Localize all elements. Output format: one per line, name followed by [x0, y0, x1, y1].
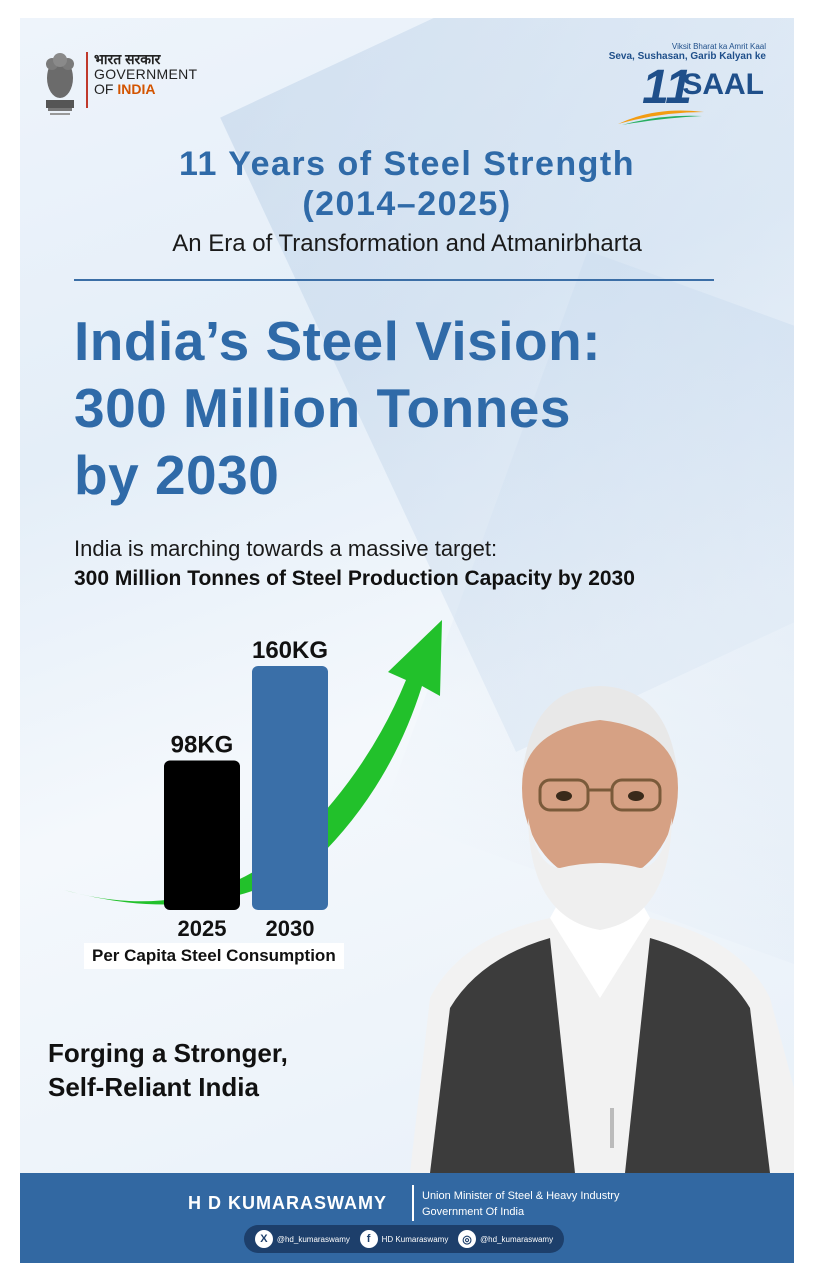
goi-india-text: INDIA	[117, 81, 156, 97]
goi-government-text: GOVERNMENT	[94, 66, 198, 82]
growth-arrow-icon	[64, 620, 442, 905]
tagline-line-2: Self-Reliant India	[48, 1072, 259, 1102]
headline-line-3: by 2030	[74, 444, 280, 506]
tagline: Forging a Stronger, Self-Reliant India	[48, 1036, 288, 1104]
intro-line-2: 300 Million Tonnes of Steel Production C…	[74, 567, 635, 590]
facebook-icon: f	[359, 1230, 378, 1248]
data-label-2025: 98KG	[171, 732, 234, 759]
social-instagram-handle: @hd_kumaraswamy	[480, 1234, 554, 1244]
saal-subtitle: Seva, Sushasan, Garib Kalyan ke	[608, 51, 766, 62]
social-instagram[interactable]: ◎ @hd_kumaraswamy	[458, 1230, 553, 1248]
social-x[interactable]: X @hd_kumaraswamy	[254, 1230, 350, 1248]
saal-mark: 11 SAAL	[606, 61, 766, 125]
role-line-2: Government Of India	[422, 1206, 525, 1218]
goi-text: भारत सरकार GOVERNMENT OF INDIA	[94, 48, 197, 97]
instagram-icon: ◎	[458, 1230, 477, 1248]
saal-number: 11	[642, 61, 692, 114]
national-emblem-icon	[46, 53, 74, 115]
social-facebook[interactable]: f HD Kumaraswamy	[359, 1230, 449, 1248]
chart-bars: 98KG 2025 160KG 2030	[164, 637, 328, 941]
x-tick-2030: 2030	[266, 916, 315, 941]
headline-line-1: India’s Steel Vision:	[74, 310, 602, 372]
title-divider	[74, 279, 714, 281]
goi-of-text: OF	[94, 81, 118, 97]
social-x-handle: @hd_kumaraswamy	[276, 1234, 350, 1244]
intro-text: India is marching towards a massive targ…	[74, 534, 635, 594]
saal-word: SAAL	[682, 68, 764, 101]
saal-tagline: Viksit Bharat ka Amrit Kaal	[671, 42, 766, 51]
bar-2025	[164, 760, 240, 910]
goi-hindi-text: भारत सरकार	[94, 51, 161, 67]
minister-role: Union Minister of Steel & Heavy Industry…	[422, 1188, 619, 1220]
title-line-1: 11 Years of Steel Strength	[179, 145, 635, 183]
steel-consumption-chart: 98KG 2025 160KG 2030	[50, 608, 470, 978]
minister-name: H D KUMARASWAMY	[188, 1193, 387, 1213]
goi-of-india-text: OF INDIA	[94, 82, 197, 97]
eleven-saal-logo: Viksit Bharat ka Amrit Kaal Seva, Sushas…	[606, 42, 766, 125]
headline-line-2: 300 Million Tonnes	[74, 377, 571, 439]
social-links: X @hd_kumaraswamy f HD Kumaraswamy ◎ @hd…	[244, 1225, 564, 1253]
headline: India’s Steel Vision: 300 Million Tonnes…	[74, 308, 601, 509]
footer-divider	[412, 1185, 414, 1221]
x-tick-2025: 2025	[178, 916, 227, 941]
social-facebook-handle: HD Kumaraswamy	[381, 1234, 449, 1244]
chart-title: Per Capita Steel Consumption	[84, 943, 344, 969]
x-icon: X	[254, 1230, 273, 1248]
poster: भारत सरकार GOVERNMENT OF INDIA Viksit Bh…	[20, 18, 794, 1263]
title-block: 11 Years of Steel Strength (2014–2025) A…	[20, 144, 794, 258]
footer-bar: H D KUMARASWAMY Union Minister of Steel …	[20, 1173, 794, 1263]
role-line-1: Union Minister of Steel & Heavy Industry	[422, 1190, 620, 1202]
government-of-india-logo: भारत सरकार GOVERNMENT OF INDIA	[38, 48, 197, 118]
intro-line-1: India is marching towards a massive targ…	[74, 536, 498, 561]
saal-swoosh-icon	[618, 110, 704, 125]
chart-svg: 98KG 2025 160KG 2030	[64, 620, 442, 941]
title-subtitle: An Era of Transformation and Atmanirbhar…	[172, 230, 642, 257]
prime-minister-portrait	[410, 686, 794, 1173]
bar-2030	[252, 666, 328, 910]
title-line-2: (2014–2025)	[302, 185, 512, 223]
data-label-2030: 160KG	[252, 637, 328, 664]
goi-divider	[86, 52, 88, 108]
tagline-line-1: Forging a Stronger,	[48, 1038, 288, 1068]
